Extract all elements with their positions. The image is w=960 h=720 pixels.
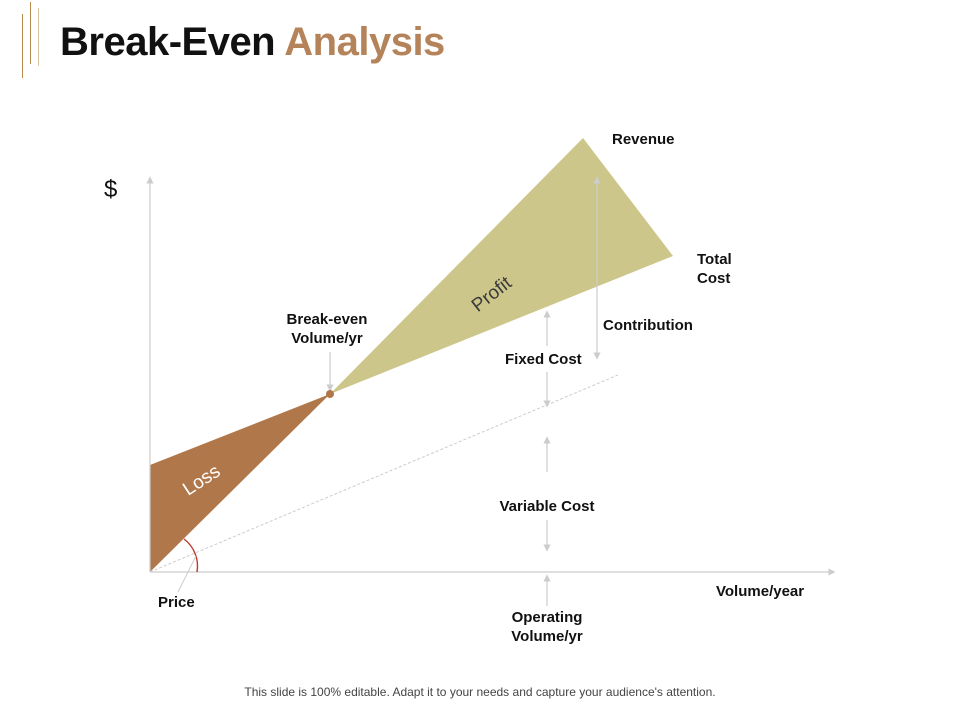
operating-line-1: Operating: [511, 609, 583, 626]
break-even-line-1: Break-even: [286, 311, 368, 328]
fixed-cost-label: Fixed Cost: [505, 351, 582, 368]
price-pointer-line: [177, 555, 197, 593]
total-cost-label: Total Cost: [697, 250, 732, 288]
total-cost-line-2: Cost: [697, 270, 731, 287]
total-cost-line-1: Total: [697, 251, 732, 268]
y-axis-dollar-label: $: [104, 176, 118, 203]
price-label: Price: [158, 594, 195, 611]
operating-line-2: Volume/yr: [511, 628, 583, 645]
break-even-line-2: Volume/yr: [291, 330, 363, 347]
title-part-2: Analysis: [284, 20, 445, 64]
break-even-point: [326, 390, 334, 398]
price-angle-arc: [183, 538, 199, 573]
title-accent-line-2: [30, 2, 31, 64]
x-axis-label: Volume/year: [716, 583, 805, 600]
revenue-label: Revenue: [612, 131, 675, 148]
loss-region: [150, 394, 330, 572]
profit-region: [330, 138, 673, 394]
variable-cost-label: Variable Cost: [499, 498, 595, 515]
footer-note: This slide is 100% editable. Adapt it to…: [244, 685, 716, 699]
break-even-label: Break-even Volume/yr: [272, 310, 382, 348]
title-accent-line-1: [22, 14, 23, 78]
title-accent-line-3: [38, 8, 39, 66]
contribution-label: Contribution: [603, 317, 693, 334]
operating-volume-label: Operating Volume/yr: [492, 608, 602, 646]
slide-title: Break-Even Analysis: [60, 20, 445, 65]
title-part-1: Break-Even: [60, 20, 276, 64]
